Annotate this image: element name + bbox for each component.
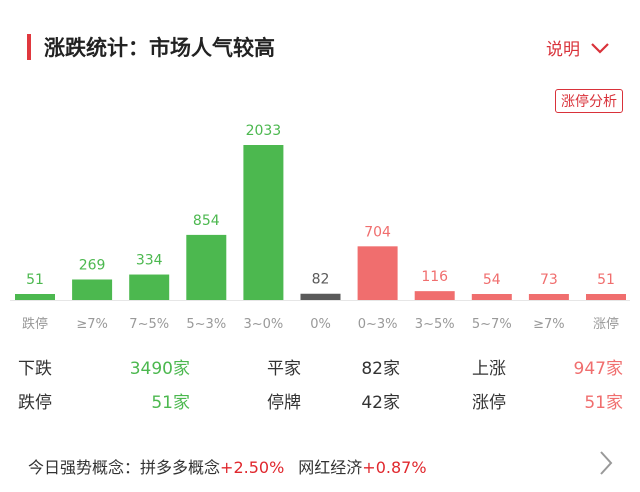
category-label: 0% bbox=[310, 317, 331, 332]
chevron-right-icon[interactable] bbox=[597, 448, 617, 478]
stat-value: 82家 bbox=[361, 359, 400, 379]
bar-value-label: 269 bbox=[79, 257, 106, 273]
bar-value-label: 54 bbox=[483, 272, 501, 288]
bar-value-label: 2033 bbox=[246, 123, 282, 139]
bar bbox=[129, 274, 170, 300]
concept-name[interactable]: 网红经济 bbox=[298, 458, 363, 477]
stat-label: 上涨 bbox=[472, 359, 506, 379]
category-label: 跌停 bbox=[22, 316, 48, 332]
category-label: ≥7% bbox=[533, 317, 565, 332]
distribution-bar-chart: 51 跌停 269 ≥7% 334 7~5% 854 5~3% 2033 3~0% 82 0% 704 0… bbox=[10, 123, 630, 332]
concepts-prefix: 今日强势概念： bbox=[28, 458, 141, 477]
stat-value: 3490家 bbox=[129, 359, 190, 379]
bar-value-label: 73 bbox=[540, 272, 558, 288]
bar-value-label: 334 bbox=[136, 253, 163, 269]
stat-label: 下跌 bbox=[18, 359, 52, 379]
stat-label: 跌停 bbox=[18, 393, 52, 413]
strong-concepts-row[interactable]: 今日强势概念：拼多多概念+2.50% 网红经济+0.87% bbox=[28, 454, 427, 478]
stat-value: 42家 bbox=[361, 393, 400, 413]
explain-label: 说明 bbox=[546, 40, 580, 60]
stat-value: 51家 bbox=[151, 393, 190, 413]
stat-value: 51家 bbox=[584, 393, 623, 413]
bar bbox=[586, 294, 626, 300]
limit-up-analysis-button[interactable]: 涨停分析 bbox=[555, 89, 623, 113]
chevron-down-icon bbox=[591, 42, 609, 54]
category-label: 3~0% bbox=[244, 317, 284, 332]
concept-name[interactable]: 拼多多概念 bbox=[140, 458, 221, 477]
category-label: 5~7% bbox=[472, 317, 512, 332]
category-label: 5~3% bbox=[186, 317, 226, 332]
bar bbox=[414, 291, 455, 300]
bar-value-label: 116 bbox=[421, 269, 448, 285]
bar-value-label: 704 bbox=[364, 224, 391, 240]
bar-value-label: 51 bbox=[597, 272, 615, 288]
bar bbox=[300, 293, 341, 300]
bar-value-label: 854 bbox=[193, 213, 220, 229]
bar bbox=[471, 294, 512, 300]
bar bbox=[528, 294, 569, 300]
bar bbox=[357, 246, 398, 300]
page-title: 涨跌统计：市场人气较高 bbox=[44, 36, 275, 60]
category-label: 3~5% bbox=[415, 317, 455, 332]
explain-toggle[interactable]: 说明 bbox=[546, 35, 610, 60]
bar bbox=[15, 294, 55, 300]
bar bbox=[186, 234, 227, 300]
title-accent-bar bbox=[27, 34, 31, 60]
stat-label: 涨停 bbox=[472, 393, 506, 413]
bar bbox=[72, 279, 113, 300]
bar bbox=[243, 145, 284, 300]
concept-change: +2.50% bbox=[220, 458, 285, 477]
category-label: 0~3% bbox=[358, 317, 398, 332]
bar-value-label: 51 bbox=[26, 272, 44, 288]
category-label: ≥7% bbox=[76, 317, 108, 332]
stat-label: 停牌 bbox=[267, 393, 301, 413]
stat-label: 平家 bbox=[267, 359, 301, 379]
category-label: 7~5% bbox=[129, 317, 169, 332]
category-label: 涨停 bbox=[593, 316, 619, 332]
concept-change: +0.87% bbox=[362, 458, 427, 477]
bar-value-label: 82 bbox=[312, 272, 330, 288]
stat-value: 947家 bbox=[573, 359, 623, 379]
